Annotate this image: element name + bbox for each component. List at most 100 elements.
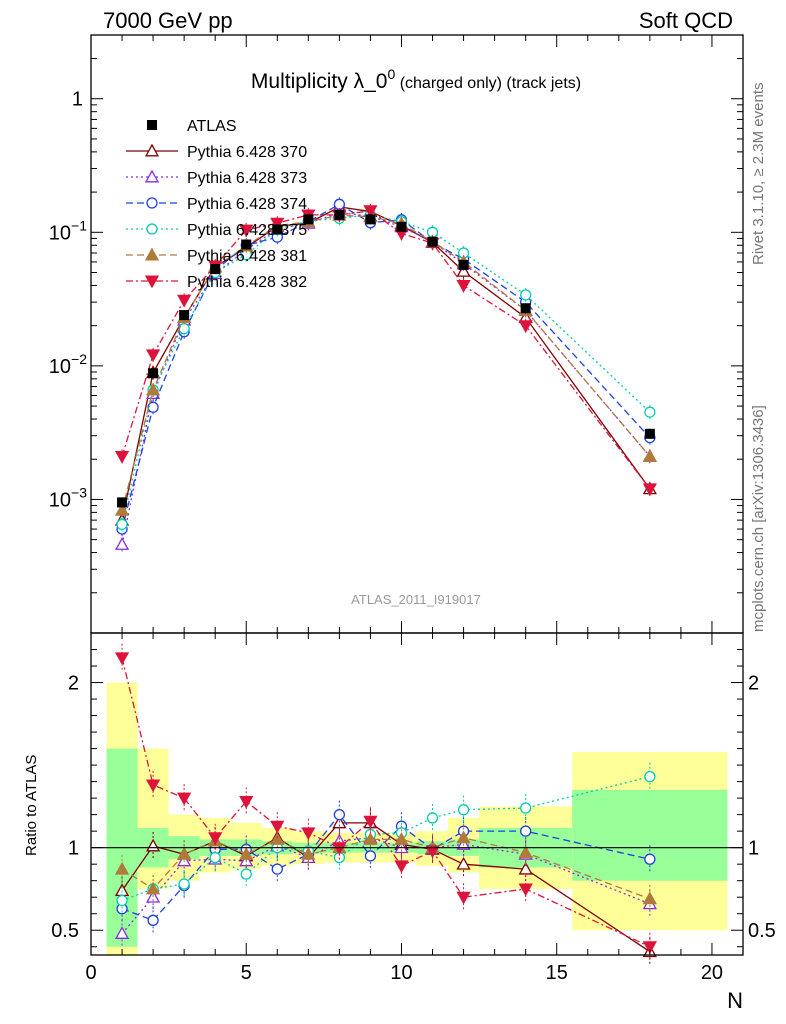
- series-point: [270, 217, 285, 231]
- series-point: [145, 382, 161, 396]
- ratio-point: [301, 827, 316, 841]
- ratio-y-tick-label-right: 2: [748, 673, 759, 695]
- ratio-point: [644, 771, 656, 783]
- ratio-point: [518, 883, 533, 897]
- x-axis-title: N: [727, 988, 743, 1013]
- data-point: [458, 259, 469, 270]
- legend-label: Pythia 6.428 370: [187, 144, 307, 161]
- axes-layer: 0 5 10 15 20 1 10−1 10−2 10−3 2 2 1 1 0.5 0.5: [49, 34, 776, 984]
- ratio-y-tick-label: 0.5: [51, 920, 79, 942]
- ratio-point: [518, 861, 533, 875]
- ratio-point: [177, 792, 192, 806]
- legend-entry: Pythia 6.428 375: [126, 222, 307, 239]
- ratio-y-tick-label-right: 0.5: [748, 920, 776, 942]
- legend-marker: [144, 275, 160, 289]
- ratio-point: [239, 846, 254, 860]
- data-point: [365, 214, 376, 225]
- ratio-band-total: [137, 748, 169, 889]
- legend-label: Pythia 6.428 382: [187, 274, 307, 291]
- ratio-point: [457, 804, 470, 816]
- side-label-top: Rivet 3.1.10, ≥ 2.3M events: [750, 83, 767, 266]
- x-tick-label: 10: [390, 962, 412, 984]
- ratio-point: [145, 779, 161, 793]
- series-line: [121, 203, 651, 530]
- ratio-point: [642, 941, 657, 955]
- ratio-point: [147, 914, 159, 926]
- ratio-point: [239, 795, 254, 809]
- series-line: [121, 214, 651, 511]
- data-point: [148, 368, 159, 379]
- legend-label: Pythia 6.428 375: [187, 222, 307, 239]
- series-point: [363, 205, 378, 219]
- ratio-point: [114, 861, 130, 875]
- y-tick-label: 10−3: [49, 484, 87, 511]
- ratio-point: [363, 815, 378, 829]
- legend: ATLAS Pythia 6.428 370 Pythia 6.428 373 Pyt…: [126, 118, 307, 291]
- series-point: [644, 406, 656, 418]
- side-label-bottom: mcplots.cern.ch [arXiv:1306.3436]: [750, 405, 767, 632]
- series-point: [518, 320, 533, 333]
- legend-marker: [144, 169, 160, 183]
- ratio-point: [518, 845, 533, 859]
- ratio-point: [333, 808, 346, 821]
- ratio-point: [114, 926, 130, 939]
- data-point: [241, 239, 252, 250]
- series-point: [178, 322, 190, 335]
- ratio-point: [116, 894, 128, 907]
- ratio-point: [114, 652, 130, 666]
- legend-entry: ATLAS: [147, 118, 237, 135]
- ratio-point: [394, 860, 409, 874]
- ratio-axis-title: Ratio to ATLAS: [23, 755, 40, 856]
- legend-marker: [144, 247, 160, 261]
- series-point: [177, 294, 192, 308]
- series-point: [520, 289, 532, 301]
- ratio-frame: [90, 632, 744, 956]
- ratio-point: [209, 851, 221, 864]
- data-point: [117, 497, 128, 508]
- series-point: [114, 450, 130, 464]
- data-point: [303, 214, 314, 225]
- ratio-point: [456, 891, 471, 905]
- ratio-y-tick-label: 1: [68, 838, 79, 860]
- data-point: [272, 224, 283, 235]
- series-point: [642, 449, 657, 462]
- ratio-point: [456, 856, 471, 870]
- legend-entry: Pythia 6.428 382: [126, 274, 307, 291]
- ratio-point: [644, 853, 656, 865]
- legend-entry: Pythia 6.428 370: [126, 143, 307, 161]
- x-tick-label: 20: [701, 962, 723, 984]
- x-tick-label: 5: [241, 962, 252, 984]
- data-point: [179, 310, 190, 321]
- x-tick-label: 15: [546, 962, 568, 984]
- series-point: [114, 502, 130, 516]
- legend-entry: Pythia 6.428 374: [126, 196, 307, 213]
- ratio-point: [425, 845, 440, 859]
- ratio-point: [456, 830, 471, 844]
- ratio-point: [271, 863, 283, 875]
- ratio-point: [426, 812, 439, 824]
- ratio-point: [364, 850, 377, 862]
- ratio-y-tick-label: 2: [68, 673, 79, 695]
- ratio-series-layer: [91, 643, 743, 966]
- legend-label: Pythia 6.428 381: [187, 248, 307, 265]
- legend-entry: Pythia 6.428 373: [126, 169, 307, 187]
- series-point: [116, 518, 128, 531]
- ratio-point: [145, 881, 161, 895]
- series-point: [642, 483, 657, 497]
- series-point: [147, 401, 159, 413]
- chart-title: Multiplicity λ_00 (charged only) (track …: [251, 66, 581, 93]
- legend-label: Pythia 6.428 373: [187, 170, 307, 187]
- data-point: [644, 428, 655, 439]
- data-point: [396, 221, 407, 232]
- y-tick-label: 10−2: [49, 351, 87, 378]
- main-series-layer: [114, 197, 657, 552]
- data-point: [210, 264, 221, 275]
- analysis-label: ATLAS_2011_I919017: [351, 592, 481, 607]
- series-point: [145, 349, 161, 363]
- ratio-line: [121, 813, 651, 922]
- ratio-y-tick-label-right: 1: [748, 838, 759, 860]
- y-tick-label: 10−1: [49, 217, 87, 244]
- header-left: 7000 GeV pp: [103, 8, 233, 33]
- series-line: [121, 214, 651, 525]
